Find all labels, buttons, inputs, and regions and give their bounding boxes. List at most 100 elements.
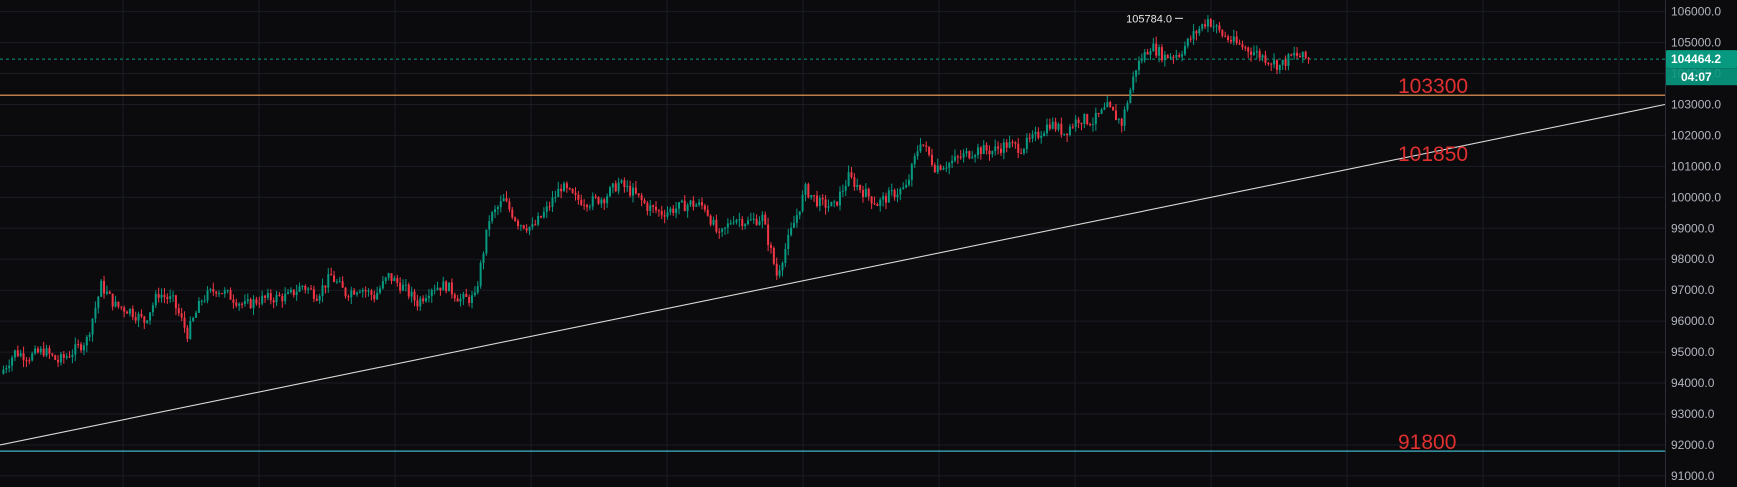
candle-body <box>1054 121 1057 130</box>
candle-body <box>1129 89 1132 104</box>
candle-body <box>643 200 646 204</box>
candle-body <box>445 281 448 292</box>
candle-body <box>1068 126 1071 136</box>
candle-body <box>407 284 410 297</box>
candle-body <box>381 281 384 289</box>
candle-body <box>39 348 42 353</box>
candle-body <box>557 188 560 198</box>
candle-body <box>137 314 140 321</box>
candle-body <box>850 172 853 178</box>
candle-body <box>735 220 738 223</box>
candle-body <box>861 189 864 197</box>
candle-body <box>976 147 979 156</box>
candle-body <box>246 299 249 302</box>
candle-body <box>1186 38 1189 46</box>
candle-body <box>657 210 660 212</box>
candle-body <box>1189 38 1192 40</box>
candle-body <box>1235 36 1238 44</box>
candle-body <box>255 299 258 304</box>
candle-body <box>226 290 229 292</box>
candle-body <box>522 225 525 229</box>
candle-body <box>508 201 511 210</box>
candle-body <box>801 194 804 212</box>
candle-body <box>1057 123 1060 130</box>
candle-body <box>784 248 787 264</box>
candle-body <box>284 293 287 302</box>
candle-body <box>287 292 290 294</box>
candle-body <box>695 204 698 207</box>
price-axis[interactable]: 91000.0 92000.0 93000.0 94000.0 95000.0 96000… <box>1665 0 1737 487</box>
candle-body <box>402 284 405 291</box>
candle-body <box>488 221 491 230</box>
candle-body <box>542 211 545 218</box>
candle-body <box>1238 43 1241 45</box>
candle-body <box>988 150 991 155</box>
candle-body <box>1204 24 1207 27</box>
candle-body <box>140 314 143 317</box>
candle-body <box>982 144 985 155</box>
candle-body <box>761 214 764 222</box>
candle-body <box>568 188 571 190</box>
candle-body <box>249 299 252 309</box>
candle-body <box>1273 60 1276 65</box>
candle-body <box>373 294 376 300</box>
candle-body <box>22 353 25 361</box>
candle-body <box>430 290 433 297</box>
candle-body <box>1160 47 1163 61</box>
candle-body <box>1270 63 1273 65</box>
candle-body <box>203 300 206 302</box>
candle-body <box>1255 51 1258 53</box>
candle-body <box>252 299 255 309</box>
candle-body <box>364 289 367 292</box>
candle-body <box>1206 19 1209 27</box>
candle-body <box>1074 119 1077 127</box>
candle-body <box>1264 55 1267 63</box>
candle-body <box>902 187 905 190</box>
candle-body <box>1261 55 1264 58</box>
candle-body <box>588 206 591 208</box>
candle-body <box>936 165 939 173</box>
candle-body <box>1114 110 1117 121</box>
candle-body <box>795 215 798 223</box>
candle-body <box>425 298 428 302</box>
candle-body <box>1135 70 1138 77</box>
candle-body <box>629 185 632 196</box>
candle-body <box>241 303 244 305</box>
candle-body <box>1149 51 1152 55</box>
candle-body <box>327 274 330 288</box>
candle-body <box>1051 121 1054 129</box>
candle-body <box>1103 107 1106 110</box>
candle-body <box>34 348 37 354</box>
candle-body <box>5 368 8 370</box>
candle-body <box>971 157 974 159</box>
candle-body <box>916 151 919 157</box>
candle-body <box>206 290 209 301</box>
candle-body <box>772 248 775 264</box>
candle-body <box>439 287 442 291</box>
candle-body <box>537 216 540 225</box>
candle-body <box>410 291 413 297</box>
candle-body <box>114 301 117 307</box>
grid-lines <box>0 0 1665 487</box>
candle-body <box>994 146 997 152</box>
candle-body <box>792 222 795 228</box>
current-price-label: 104464.2 <box>1671 52 1721 66</box>
candle-body <box>1140 60 1143 62</box>
candle-body <box>189 320 192 339</box>
candle-body <box>31 353 34 361</box>
candle-body <box>312 289 315 299</box>
candle-body <box>347 296 350 298</box>
candle-body <box>419 298 422 307</box>
candle-body <box>959 156 962 158</box>
candle-body <box>827 206 830 208</box>
candle-body <box>13 350 16 358</box>
candle-body <box>752 218 755 220</box>
candle-body <box>721 228 724 232</box>
candle-body <box>1212 26 1215 28</box>
candle-body <box>660 210 663 216</box>
candle-body <box>1250 51 1253 55</box>
candle-body <box>485 229 488 254</box>
candle-body <box>867 188 870 197</box>
candle-body <box>1218 25 1221 31</box>
